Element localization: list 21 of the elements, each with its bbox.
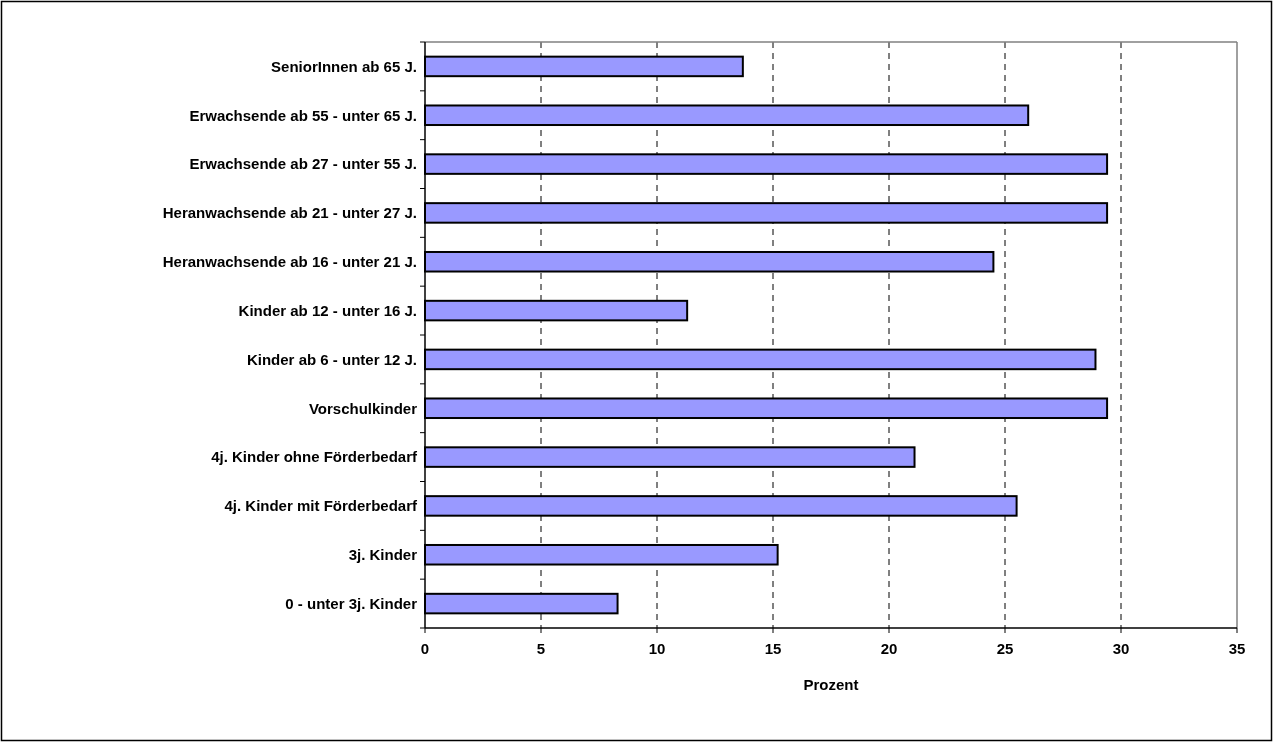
y-tick-label: Vorschulkinder xyxy=(308,399,418,417)
y-tick-label: 4j. Kinder ohne Förderbedarf xyxy=(211,448,418,466)
x-tick-label: 0 xyxy=(420,640,430,657)
x-tick-label: 5 xyxy=(536,640,546,657)
y-tick-label: Heranwachsende ab 16 - unter 21 J. xyxy=(162,253,417,270)
y-tick-label: Kinder ab 12 - unter 16 J. xyxy=(238,301,417,319)
y-tick-label: 0 - unter 3j. Kinder xyxy=(285,594,418,612)
x-tick-label: 30 xyxy=(1112,640,1130,657)
x-tick-label: 10 xyxy=(648,640,666,657)
y-tick-label: Heranwachsende ab 21 - unter 27 J. xyxy=(162,204,417,222)
x-tick-label: 35 xyxy=(1228,640,1246,657)
y-tick-label: Erwachsende ab 55 - unter 65 J. xyxy=(189,106,417,124)
y-tick-label: Kinder ab 6 - unter 12 J. xyxy=(246,350,417,368)
x-tick-label: 15 xyxy=(764,640,782,657)
x-axis-title: Prozent xyxy=(803,676,859,693)
y-tick-label: 4j. Kinder mit Förderbedarf xyxy=(224,497,418,515)
y-tick-label: SeniorInnen ab 65 J. xyxy=(271,57,417,75)
y-tick-label: Erwachsende ab 27 - unter 55 J. xyxy=(189,155,417,173)
x-tick-label: 25 xyxy=(996,640,1014,657)
y-tick-label: 3j. Kinder xyxy=(348,546,418,563)
x-tick-label: 20 xyxy=(880,640,898,657)
